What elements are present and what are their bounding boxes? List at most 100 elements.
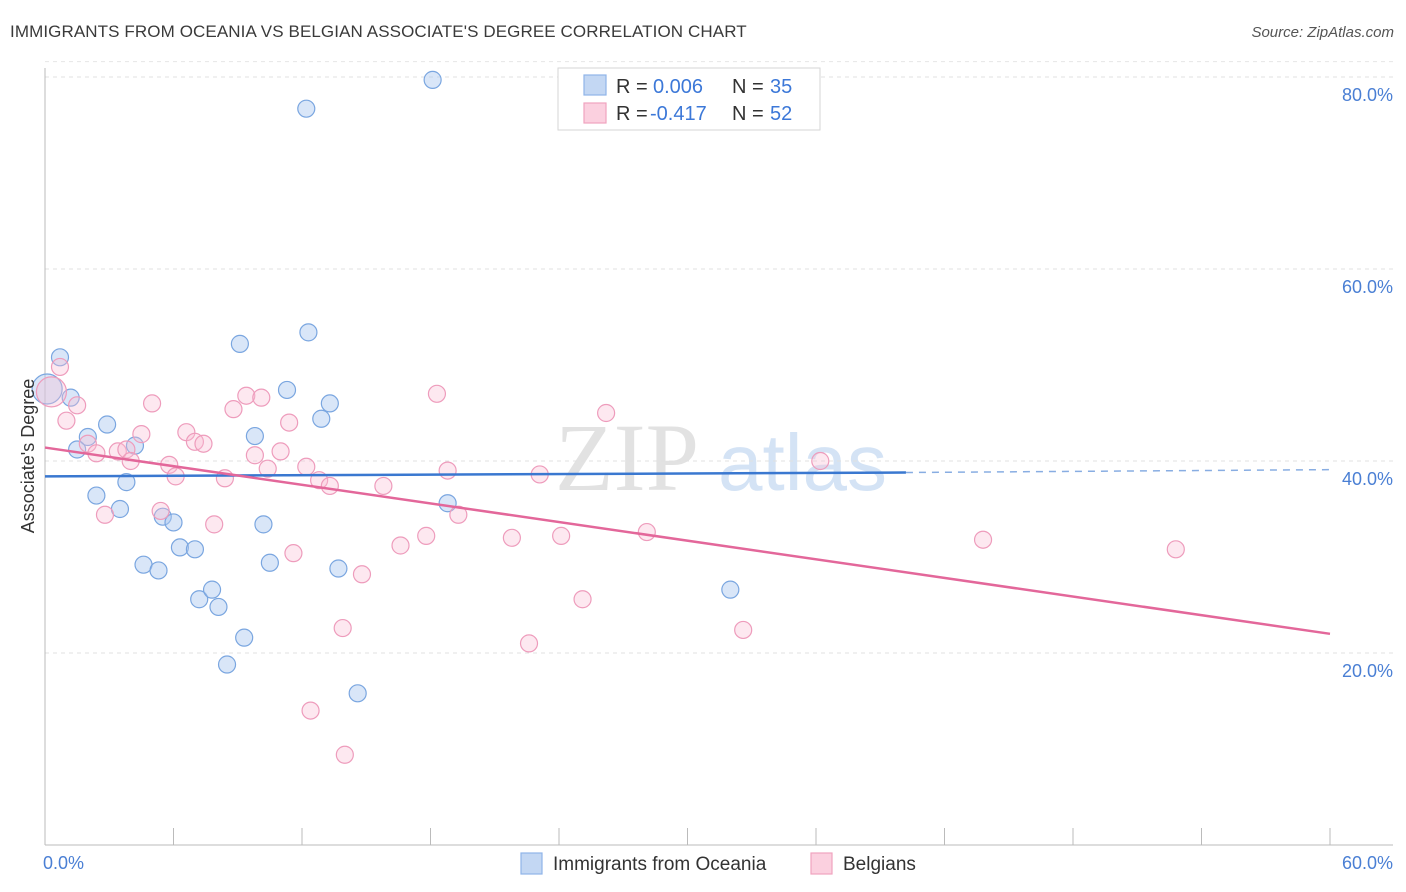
chart-title: IMMIGRANTS FROM OCEANIA VS BELGIAN ASSOC…	[10, 22, 747, 41]
oceania-point-27	[299, 323, 318, 342]
oceania-point-29	[320, 394, 339, 413]
oceania-point-14	[170, 538, 190, 557]
source-credit: Source: ZipAtlas.com	[1251, 24, 1394, 41]
oceania-point-21	[235, 628, 254, 647]
belgians-point-36	[417, 526, 436, 545]
belgians-point-26	[280, 413, 299, 432]
belgians-point-37	[427, 384, 447, 403]
belgians-point-33	[352, 565, 372, 584]
legend-n-value-2: 52	[770, 103, 792, 125]
oceania-point-17	[202, 580, 222, 599]
belgians-point-11	[142, 394, 162, 413]
oceania-point-4	[78, 427, 97, 447]
belgians-point-38	[438, 461, 457, 480]
y-tick-label-20: 20.0%	[1342, 661, 1393, 681]
y-tick-label-60: 60.0%	[1342, 277, 1393, 297]
legend-r-value-2: -0.417	[650, 103, 707, 125]
belgians-point-22	[245, 446, 264, 465]
belgians-point-35	[391, 536, 410, 555]
y-tick-label-40: 40.0%	[1342, 469, 1393, 489]
oceania-point-16	[190, 590, 209, 609]
trend-line-oceania	[44, 471, 906, 478]
belgians-point-43	[552, 526, 571, 545]
legend-n-value-1: 35	[770, 76, 792, 98]
y-axis-title: Associate's Degree	[18, 379, 38, 534]
belgians-point-41	[519, 634, 539, 653]
oceania-point-0	[31, 373, 63, 405]
stats-legend: R = 0.006 N = 35 R = -0.417 N = 52	[557, 67, 821, 131]
belgians-point-20	[224, 400, 243, 419]
series-swatch-oceania	[520, 852, 543, 875]
oceania-point-20	[230, 334, 249, 353]
axes	[44, 68, 1393, 846]
belgians-point-1	[50, 357, 70, 377]
belgians-point-45	[597, 403, 616, 423]
series-label-oceania: Immigrants from Oceania	[553, 854, 767, 875]
oceania-point-34	[721, 580, 740, 599]
belgians-point-21	[237, 386, 256, 405]
belgians-point-8	[117, 440, 136, 459]
belgians-point-10	[132, 425, 151, 444]
oceania-point-8	[117, 473, 136, 492]
oceania-point-23	[254, 515, 273, 534]
belgians-point-0	[35, 376, 68, 408]
belgians-point-51	[335, 745, 354, 764]
trend-line-belgians	[44, 446, 1331, 636]
belgians-point-34	[374, 476, 393, 496]
belgians-point-44	[573, 590, 592, 609]
grid-lines	[45, 61, 1393, 654]
belgians-point-47	[734, 620, 753, 640]
watermark-atlas: atlas	[718, 418, 887, 507]
series-legend: Immigrants from Oceania Belgians	[520, 852, 916, 875]
legend-swatch-pink	[583, 102, 607, 124]
trend-line-oceania-extension	[905, 468, 1331, 474]
series-swatch-belgians	[810, 852, 833, 875]
oceania-point-31	[348, 684, 367, 703]
belgians-point-3	[68, 396, 87, 415]
oceania-point-30	[329, 559, 348, 578]
legend-swatch-blue	[583, 74, 607, 96]
x-tick-label-max: 60.0%	[1342, 853, 1393, 873]
legend-r-label-2: R =	[616, 103, 648, 125]
belgians-point-31	[320, 476, 339, 496]
data-points	[31, 70, 1185, 764]
legend-r-label-1: R =	[616, 76, 648, 98]
belgians-point-23	[252, 388, 271, 407]
belgians-point-25	[271, 442, 290, 461]
belgians-point-50	[1166, 540, 1185, 559]
oceania-point-6	[98, 415, 117, 434]
oceania-point-25	[277, 380, 297, 400]
oceania-point-19	[217, 655, 237, 674]
series-label-belgians: Belgians	[843, 854, 916, 875]
belgians-point-32	[333, 618, 352, 638]
oceania-point-28	[312, 409, 331, 428]
belgians-point-17	[194, 434, 213, 453]
watermark-zip: ZIP	[555, 404, 699, 511]
oceania-point-11	[149, 561, 168, 580]
oceania-point-24	[260, 553, 279, 572]
trend-lines	[44, 446, 1331, 636]
belgians-point-27	[284, 544, 303, 563]
oceania-point-22	[245, 426, 264, 446]
belgians-point-2	[57, 411, 76, 430]
belgians-point-18	[205, 515, 224, 534]
oceania-point-18	[209, 597, 228, 617]
oceania-point-5	[87, 486, 106, 505]
oceania-point-26	[297, 99, 316, 118]
belgians-point-12	[151, 501, 170, 521]
belgians-point-40	[502, 528, 521, 547]
legend-n-label-1: N =	[732, 76, 764, 98]
legend-n-label-2: N =	[732, 103, 764, 125]
oceania-point-13	[164, 513, 183, 532]
legend-r-value-1: 0.006	[653, 76, 703, 98]
y-tick-label-80: 80.0%	[1342, 85, 1393, 105]
belgians-point-46	[637, 522, 656, 542]
belgians-point-6	[95, 505, 115, 524]
x-tick-label-min: 0.0%	[43, 853, 84, 873]
belgians-point-28	[297, 457, 316, 476]
belgians-point-49	[973, 530, 993, 549]
belgians-point-29	[301, 701, 320, 720]
oceania-point-1	[50, 348, 70, 367]
oceania-point-32	[423, 70, 442, 89]
